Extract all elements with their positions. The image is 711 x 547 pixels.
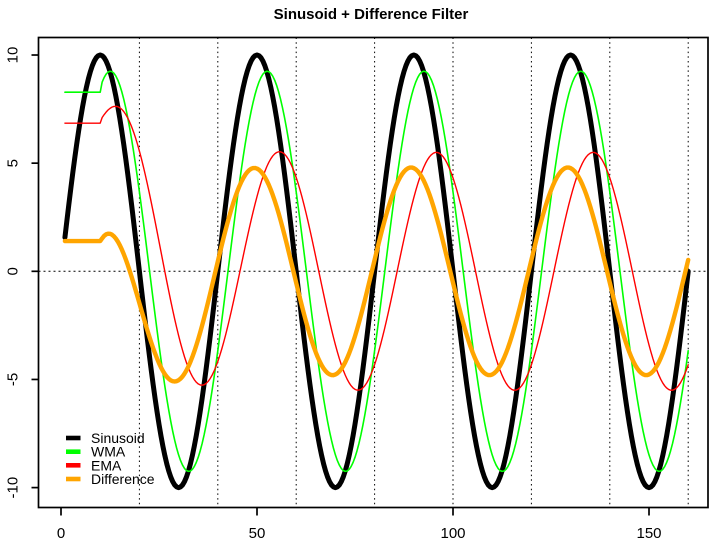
chart-title: Sinusoid + Difference Filter (274, 6, 469, 23)
y-tick-label: -10 (5, 477, 22, 499)
plot-border (37, 36, 709, 509)
series-line-difference (62, 165, 691, 384)
x-tick-label: 0 (57, 525, 65, 542)
y-tick-label: 10 (5, 47, 22, 64)
legend-label-sinusoid: Sinusoid (91, 430, 145, 446)
series-line-wma (64, 70, 690, 473)
legend-label-wma: WMA (91, 444, 126, 460)
x-tick-label: 50 (249, 525, 266, 542)
y-tick-label: -5 (5, 373, 22, 386)
x-tick-label: 150 (636, 525, 661, 542)
legend-label-difference: Difference (91, 471, 155, 487)
y-axis: -10 -5 0 5 10 (5, 47, 39, 499)
series-lines (62, 52, 691, 491)
y-tick-label: 0 (5, 267, 22, 275)
series-line-ema (64, 105, 689, 391)
x-tick-label: 100 (440, 525, 465, 542)
legend-label-ema: EMA (91, 457, 122, 473)
x-axis: 0 50 100 150 (57, 507, 662, 542)
y-tick-label: 5 (5, 159, 22, 167)
